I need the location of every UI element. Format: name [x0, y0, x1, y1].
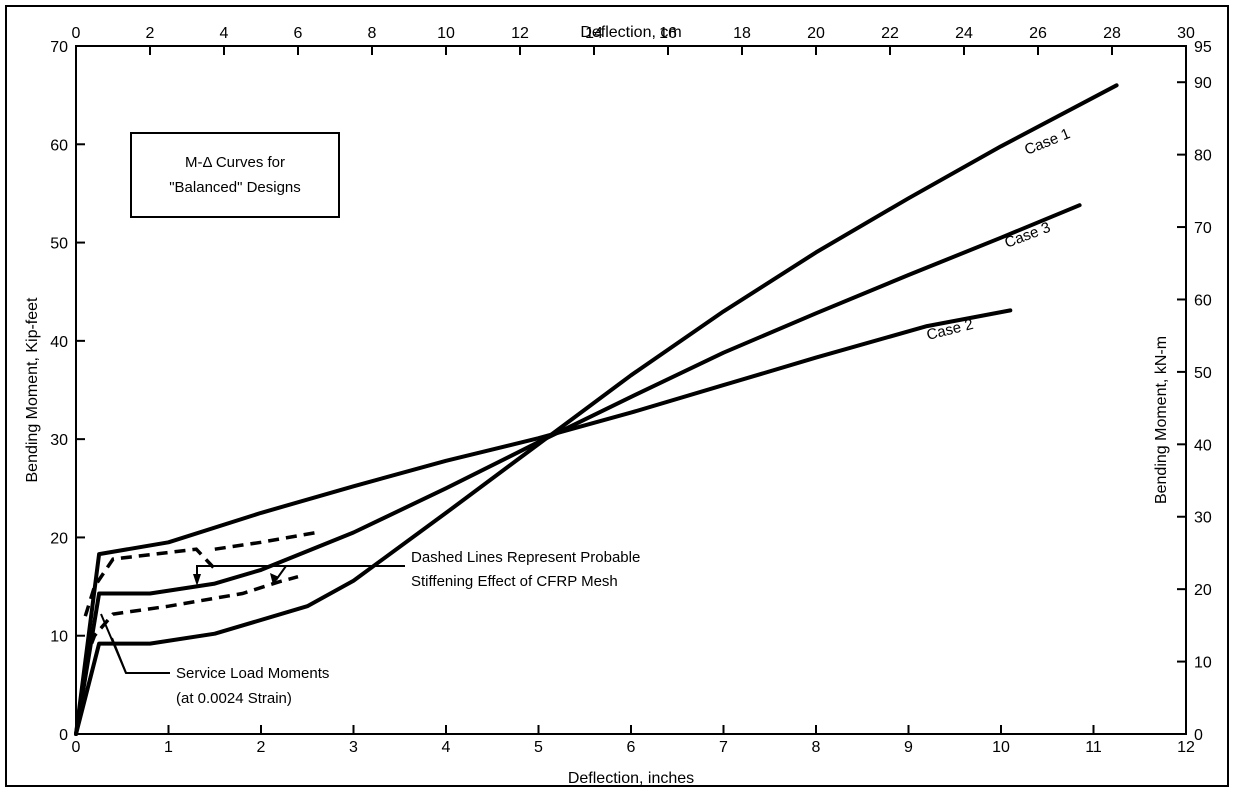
x2-tick-label: 22: [881, 25, 899, 42]
y-tick-label: 50: [50, 236, 68, 253]
x2-tick-label: 16: [659, 25, 677, 42]
service-note-leader-2: [111, 637, 127, 674]
x-tick-label: 7: [719, 739, 728, 756]
y-tick-label: 30: [50, 432, 68, 449]
y2-tick-label: 50: [1194, 365, 1212, 382]
y2-tick-label: 80: [1194, 148, 1212, 165]
x-tick-label: 9: [904, 739, 913, 756]
y-tick-label: 20: [50, 530, 68, 547]
bottom-axis-title: Deflection, inches: [568, 770, 694, 787]
x-tick-label: 12: [1177, 739, 1195, 756]
x2-tick-label: 24: [955, 25, 973, 42]
curves: [74, 83, 1119, 736]
curve-case-3: [74, 203, 1082, 736]
x-tick-label: 5: [534, 739, 543, 756]
x2-tick-label: 6: [294, 25, 303, 42]
curve-case-1: [74, 83, 1119, 736]
x2-tick-label: 8: [368, 25, 377, 42]
title-line-1: M-Δ Curves for: [185, 154, 285, 171]
y-tick-label: 40: [50, 334, 68, 351]
x2-tick-label: 26: [1029, 25, 1047, 42]
dashed-note-arrow-2: [270, 573, 279, 585]
service-note-line-1: Service Load Moments: [176, 665, 329, 682]
x-tick-label: 10: [992, 739, 1010, 756]
left-axis-title: Bending Moment, Kip-feet: [24, 297, 41, 483]
x2-tick-label: 0: [72, 25, 81, 42]
y2-tick-label: 60: [1194, 292, 1212, 309]
y-tick-label: 70: [50, 39, 68, 56]
y2-tick-label: 70: [1194, 220, 1212, 237]
dashed-note-line-2: Stiffening Effect of CFRP Mesh: [411, 573, 618, 590]
service-note-line-2: (at 0.0024 Strain): [176, 690, 292, 707]
dashed-curve-3: [83, 547, 217, 617]
x-tick-label: 1: [164, 739, 173, 756]
x2-tick-label: 12: [511, 25, 529, 42]
y2-tick-label: 10: [1194, 655, 1212, 672]
title-box: [130, 132, 340, 218]
dashed-curve-4: [214, 530, 317, 551]
y2-tick-label: 95: [1194, 39, 1212, 56]
x-tick-label: 0: [72, 739, 81, 756]
y2-tick-label: 0: [1194, 727, 1203, 744]
x2-tick-label: 20: [807, 25, 825, 42]
x2-tick-label: 4: [220, 25, 229, 42]
x2-tick-label: 18: [733, 25, 751, 42]
x-tick-label: 2: [257, 739, 266, 756]
x2-tick-label: 30: [1177, 25, 1195, 42]
y-tick-label: 0: [59, 727, 68, 744]
dashed-note-arrow-1: [193, 574, 201, 586]
x2-tick-label: 14: [585, 25, 603, 42]
x2-tick-label: 2: [146, 25, 155, 42]
x-tick-label: 4: [442, 739, 451, 756]
case-3-label: Case 3: [1002, 219, 1052, 252]
figure-border: [5, 5, 1229, 787]
x-tick-label: 8: [812, 739, 821, 756]
right-axis-title: Bending Moment, kN-m: [1153, 336, 1170, 504]
x-tick-label: 3: [349, 739, 358, 756]
x2-tick-label: 28: [1103, 25, 1121, 42]
x-tick-label: 11: [1085, 739, 1102, 756]
y2-tick-label: 20: [1194, 582, 1212, 599]
dashed-note-line-1: Dashed Lines Represent Probable: [411, 549, 640, 566]
y-tick-label: 10: [50, 629, 68, 646]
dashed-curve-5: [83, 575, 299, 661]
title-line-2: "Balanced" Designs: [169, 179, 301, 196]
curve-case-2: [74, 308, 1013, 736]
y2-tick-label: 40: [1194, 437, 1212, 454]
y2-tick-label: 30: [1194, 510, 1212, 527]
y-tick-label: 60: [50, 137, 68, 154]
x-tick-label: 6: [627, 739, 636, 756]
top-axis-title: Deflection, cm: [580, 24, 681, 41]
x2-tick-label: 10: [437, 25, 455, 42]
y2-tick-label: 90: [1194, 75, 1212, 92]
